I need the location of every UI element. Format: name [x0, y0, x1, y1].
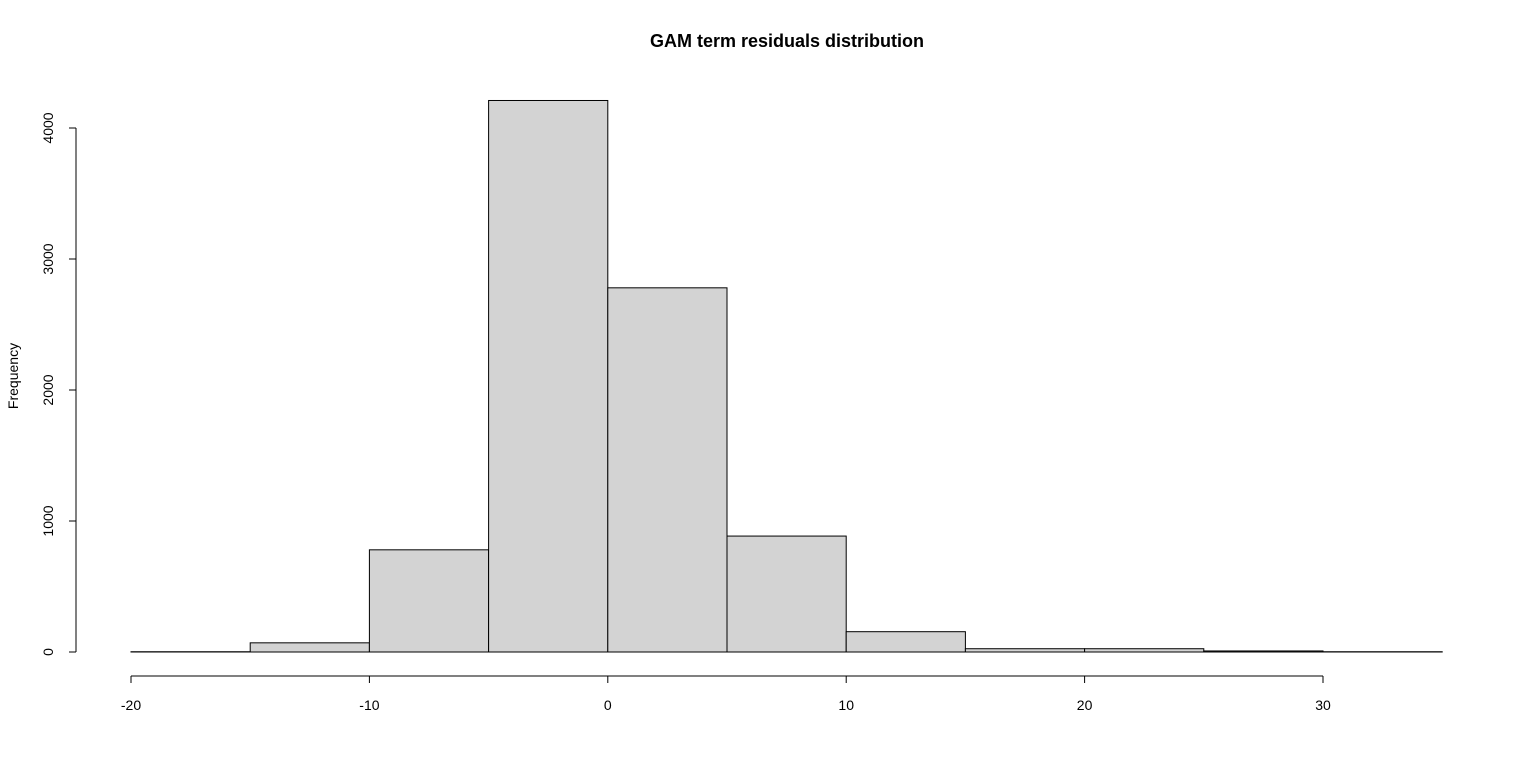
x-tick-label: -10: [359, 697, 379, 713]
x-tick-label: 0: [604, 697, 612, 713]
x-tick-label: 30: [1315, 697, 1331, 713]
bars-group: [130, 99, 1443, 653]
x-tick-label: -20: [121, 697, 141, 713]
y-tick-label: 4000: [40, 112, 56, 143]
chart-title: GAM term residuals distribution: [650, 31, 924, 51]
histogram-bar: [249, 642, 370, 653]
y-axis: 0 1000 2000 3000 4000: [40, 112, 77, 656]
y-tick-label: 2000: [40, 374, 56, 405]
x-tick-label: 20: [1077, 697, 1093, 713]
y-tick-label: 0: [40, 648, 56, 656]
x-tick-label: 10: [838, 697, 854, 713]
histogram-bar: [726, 535, 847, 653]
y-axis-label: Frequency: [5, 343, 21, 409]
histogram-bar: [488, 99, 609, 653]
x-axis: -20 -10 0 10 20 30: [121, 675, 1331, 713]
histogram-bar: [845, 631, 966, 653]
y-tick-label: 3000: [40, 243, 56, 274]
histogram-bar: [607, 287, 728, 653]
y-tick-label: 1000: [40, 505, 56, 536]
histogram-bar: [368, 549, 490, 653]
